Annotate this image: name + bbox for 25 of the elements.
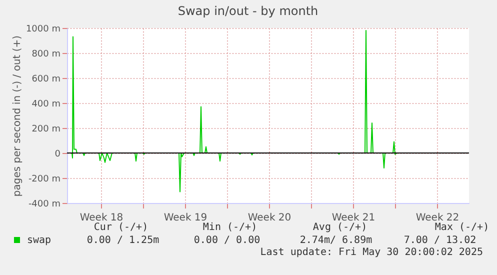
text: Avg (-/+) xyxy=(312,222,368,233)
text: Last update: Fri May 30 20:00:02 2025 xyxy=(260,247,483,258)
y-tick-label: 800 m xyxy=(32,50,60,60)
text: 2.74m/ 6.89m xyxy=(300,235,372,246)
text: Max (-/+) xyxy=(434,222,490,233)
text: 7.00 / 13.02 xyxy=(404,235,476,246)
y-tick-label: 1000 m xyxy=(26,24,60,34)
y-tick-label: 600 m xyxy=(32,74,60,84)
y-tick-label: 200 m xyxy=(32,124,60,134)
y-axis-title: pages per second in (-) / out (+) xyxy=(12,35,23,197)
x-tick-label: Week 20 xyxy=(248,212,292,224)
text: 0.00 / 1.25m xyxy=(86,235,160,246)
y-tick-label: -400 m xyxy=(28,200,60,210)
text: 0.00 / 0.00 xyxy=(194,235,260,246)
legend-label: swap xyxy=(27,235,52,246)
x-tick-label: Week 21 xyxy=(332,212,376,224)
chart-title: Swap in/out - by month xyxy=(178,4,318,18)
y-tick-label: 400 m xyxy=(32,100,60,110)
x-tick-label: Week 22 xyxy=(416,212,460,224)
y-tick-label: -200 m xyxy=(28,174,60,184)
x-tick-label: Week 18 xyxy=(80,212,124,224)
text: Min (-/+) xyxy=(202,222,258,233)
x-tick-label: Week 19 xyxy=(164,212,208,224)
text: Cur (-/+) xyxy=(94,222,148,233)
y-tick-label: 0 xyxy=(54,150,61,160)
